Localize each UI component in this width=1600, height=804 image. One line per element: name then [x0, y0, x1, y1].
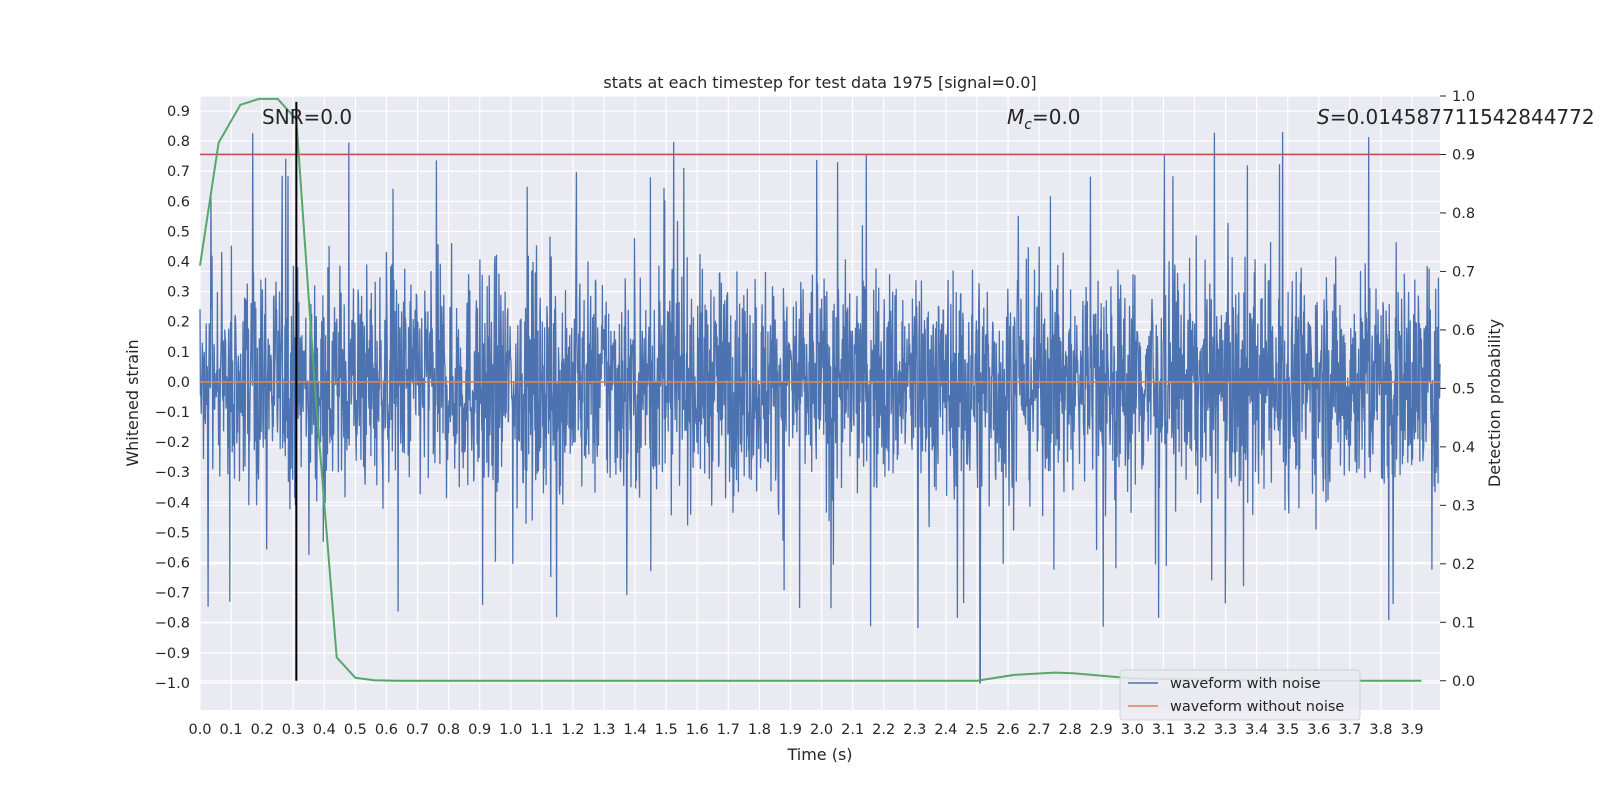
- x-tick-label: 3.9: [1400, 722, 1423, 738]
- y-tick-label: 0.7: [167, 164, 190, 180]
- legend: waveform with noise waveform without noi…: [1120, 670, 1360, 720]
- x-tick-label: 2.2: [872, 722, 895, 738]
- x-tick-label: 1.1: [530, 722, 553, 738]
- x-tick-label: 2.3: [903, 722, 926, 738]
- y2-tick-label: 0.8: [1452, 206, 1475, 222]
- x-tick-label: 3.5: [1276, 722, 1299, 738]
- x-tick-label: 3.3: [1214, 722, 1237, 738]
- y-tick-label: −0.9: [155, 646, 190, 662]
- s-value: =0.014587711542844772: [1330, 105, 1595, 129]
- x-tick-label: 1.7: [717, 722, 740, 738]
- snr-annotation: SNR=0.0: [262, 105, 352, 129]
- y-tick-label: −1.0: [155, 676, 190, 692]
- x-tick-label: 0.2: [251, 722, 274, 738]
- s-symbol: S: [1317, 105, 1330, 129]
- chart-title: stats at each timestep for test data 197…: [603, 73, 1036, 92]
- x-tick-label: 2.1: [841, 722, 864, 738]
- y-tick-label: −0.6: [155, 556, 190, 572]
- y-tick-label: −0.8: [155, 616, 190, 632]
- y-axis-ticks: 0.9 0.8 0.7 0.6 0.5 0.4 0.3 0.2 0.1 0.0 −0.1 −0.2 −0…: [155, 104, 190, 692]
- chirp-mass-symbol: M: [1007, 105, 1024, 129]
- x-tick-label: 3.6: [1307, 722, 1330, 738]
- x-tick-label: 2.9: [1090, 722, 1113, 738]
- x-tick-label: 1.6: [686, 722, 709, 738]
- y-tick-label: 0.9: [167, 104, 190, 120]
- y-tick-label: 0.1: [167, 345, 190, 361]
- y-tick-label: −0.3: [155, 465, 190, 481]
- y-tick-label: 0.0: [167, 375, 190, 391]
- x-tick-label: 1.9: [779, 722, 802, 738]
- x-axis-label: Time (s): [786, 745, 852, 764]
- x-tick-label: 1.5: [655, 722, 678, 738]
- y2-tick-label: 0.2: [1452, 557, 1475, 573]
- y-axis-label: Whitened strain: [123, 339, 142, 466]
- x-tick-label: 2.5: [965, 722, 988, 738]
- x-tick-label: 0.8: [437, 722, 460, 738]
- y-tick-label: 0.6: [167, 194, 190, 210]
- x-tick-label: 0.1: [220, 722, 243, 738]
- x-tick-label: 1.4: [624, 722, 647, 738]
- chirp-mass-annotation: Mc=0.0: [1007, 105, 1081, 133]
- y2-tick-label: 0.1: [1452, 615, 1475, 631]
- x-tick-label: 3.7: [1338, 722, 1361, 738]
- x-tick-label: 1.8: [748, 722, 771, 738]
- x-tick-label: 0.0: [188, 722, 211, 738]
- y2-tick-label: 0.3: [1452, 498, 1475, 514]
- y-tick-label: 0.2: [167, 315, 190, 331]
- x-tick-label: 3.4: [1245, 722, 1268, 738]
- y2-tick-label: 0.6: [1452, 323, 1475, 339]
- legend-label-noise: waveform with noise: [1170, 676, 1321, 692]
- x-tick-label: 2.6: [996, 722, 1019, 738]
- y-tick-label: −0.1: [155, 405, 190, 421]
- x-tick-label: 1.0: [499, 722, 522, 738]
- y-tick-label: 0.8: [167, 134, 190, 150]
- x-tick-label: 3.8: [1369, 722, 1392, 738]
- s-annotation: S=0.014587711542844772: [1317, 105, 1595, 129]
- x-tick-label: 2.4: [934, 722, 957, 738]
- y-tick-label: −0.2: [155, 435, 190, 451]
- x-tick-label: 0.9: [468, 722, 491, 738]
- x-tick-label: 1.2: [561, 722, 584, 738]
- x-tick-label: 2.7: [1028, 722, 1051, 738]
- y2-axis-ticks: 1.0 0.9 0.8 0.7 0.6 0.5 0.4 0.3 0.2 0.1 0.0: [1440, 89, 1475, 690]
- y2-tick-label: 0.4: [1452, 440, 1475, 456]
- x-tick-label: 3.1: [1152, 722, 1175, 738]
- y2-tick-label: 0.9: [1452, 147, 1475, 163]
- y2-axis-label: Detection probability: [1485, 319, 1504, 487]
- x-tick-label: 2.8: [1059, 722, 1082, 738]
- x-tick-label: 3.2: [1183, 722, 1206, 738]
- y-tick-label: −0.5: [155, 525, 190, 541]
- x-tick-label: 2.0: [810, 722, 833, 738]
- x-tick-label: 0.6: [375, 722, 398, 738]
- y2-tick-label: 0.7: [1452, 264, 1475, 280]
- x-tick-label: 1.3: [592, 722, 615, 738]
- y-tick-label: −0.4: [155, 495, 190, 511]
- x-tick-label: 0.5: [344, 722, 367, 738]
- legend-label-clean: waveform without noise: [1170, 699, 1344, 715]
- x-axis-ticks: 0.0 0.1 0.2 0.3 0.4 0.5 0.6 0.7 0.8 0.9 1.0 1.1 1.2 1…: [188, 722, 1423, 738]
- y-tick-label: −0.7: [155, 586, 190, 602]
- x-tick-label: 3.0: [1121, 722, 1144, 738]
- y2-tick-label: 0.0: [1452, 674, 1475, 690]
- y2-tick-label: 0.5: [1452, 381, 1475, 397]
- x-tick-label: 0.7: [406, 722, 429, 738]
- y2-tick-label: 1.0: [1452, 89, 1475, 105]
- y-tick-label: 0.4: [167, 255, 190, 271]
- y-tick-label: 0.5: [167, 224, 190, 240]
- y-tick-label: 0.3: [167, 285, 190, 301]
- chirp-mass-value: =0.0: [1032, 105, 1081, 129]
- x-tick-label: 0.3: [282, 722, 305, 738]
- x-tick-label: 0.4: [313, 722, 336, 738]
